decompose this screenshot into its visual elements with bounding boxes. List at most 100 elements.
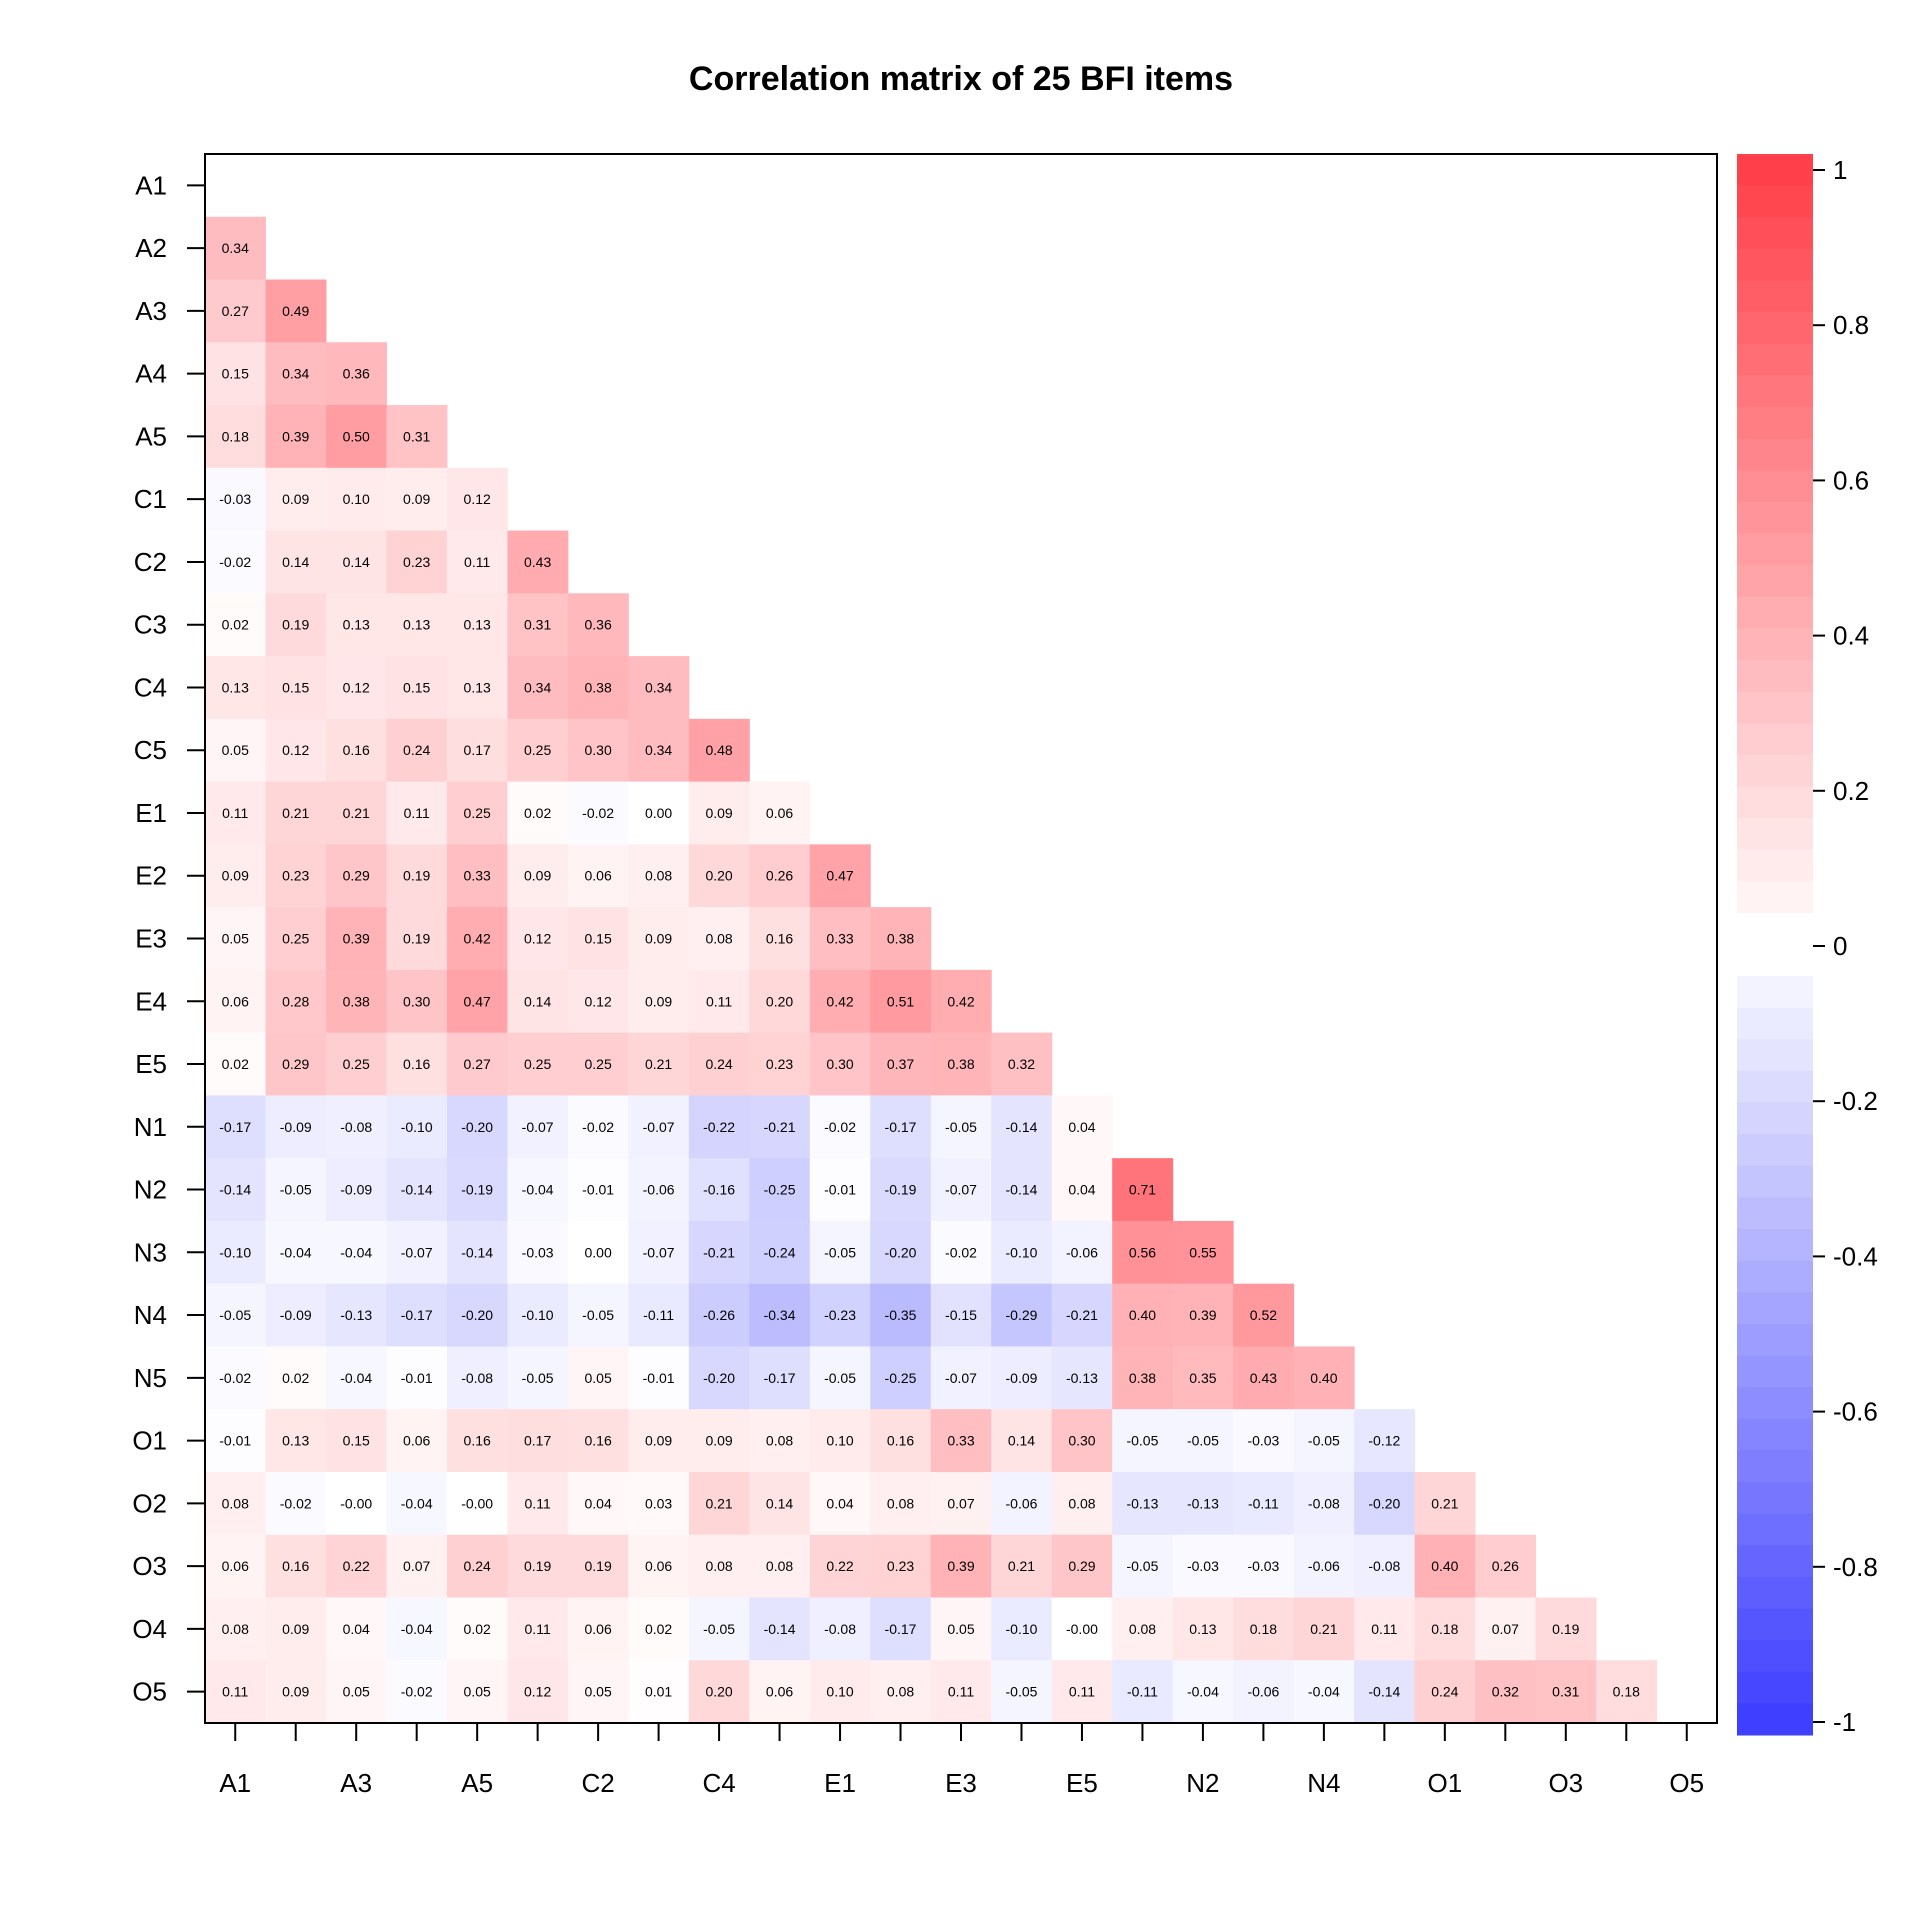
heatmap-cell xyxy=(265,1409,327,1473)
y-tick-label: E5 xyxy=(135,1049,167,1079)
cell-value-label: 0.08 xyxy=(1068,1495,1095,1511)
heatmap-cell xyxy=(749,1471,811,1536)
y-axis: A1 A2 A3 A4 A5 C1 C2 C3 C4 C5 E1 E2 E3 E4 E5 N1 N2 N3 N4 N5… xyxy=(132,170,205,1707)
heatmap-cell xyxy=(386,1220,448,1285)
cell-value-label: 0.55 xyxy=(1189,1244,1216,1260)
heatmap-cell xyxy=(930,1095,992,1159)
x-tick-label: A3 xyxy=(340,1768,372,1798)
heatmap-cell xyxy=(205,781,266,845)
cell-value-label: -0.01 xyxy=(643,1370,675,1386)
heatmap-cell xyxy=(688,1095,750,1159)
cell-value-label: 0.08 xyxy=(1129,1621,1156,1637)
cell-value-label: 0.23 xyxy=(282,868,309,884)
heatmap-cell xyxy=(930,1660,992,1724)
cell-value-label: 0.13 xyxy=(282,1433,309,1449)
heatmap-cell xyxy=(386,1597,448,1661)
colorbar-bin xyxy=(1737,1576,1813,1610)
heatmap-cell xyxy=(265,1158,327,1222)
cell-value-label: 0.20 xyxy=(766,993,793,1009)
cell-value-label: 0.08 xyxy=(222,1621,249,1637)
heatmap-cell xyxy=(265,781,327,845)
cell-value-label: -0.09 xyxy=(280,1307,312,1323)
heatmap-cell xyxy=(930,1346,992,1410)
cell-value-label: 0.31 xyxy=(403,428,430,444)
cell-value-label: 0.11 xyxy=(1069,1684,1095,1700)
cell-value-label: -0.02 xyxy=(219,554,251,570)
heatmap-cell xyxy=(265,1095,327,1159)
cell-value-label: 0.12 xyxy=(282,742,309,758)
heatmap-cell xyxy=(1233,1409,1295,1473)
heatmap-cell xyxy=(325,1220,387,1285)
heatmap-cell xyxy=(205,656,266,720)
heatmap-cell xyxy=(567,1032,629,1096)
heatmap-cell xyxy=(991,1471,1053,1536)
heatmap-cell xyxy=(325,1283,387,1347)
heatmap-cell xyxy=(1293,1660,1355,1724)
heatmap-cell xyxy=(446,1220,508,1285)
heatmap-cell xyxy=(809,1220,871,1285)
heatmap-cell xyxy=(325,969,387,1034)
heatmap-cell xyxy=(628,718,690,783)
heatmap-cell xyxy=(628,656,690,720)
heatmap-cell xyxy=(1172,1534,1234,1598)
cell-value-label: -0.07 xyxy=(945,1182,977,1198)
colorbar-bin xyxy=(1737,312,1813,345)
heatmap-cell xyxy=(205,1346,266,1410)
cell-value-label: 0.14 xyxy=(343,554,370,570)
cell-value-label: -0.02 xyxy=(280,1495,312,1511)
cell-value-label: 0.38 xyxy=(584,679,611,695)
heatmap-cell xyxy=(567,907,629,971)
cell-value-label: -0.06 xyxy=(1066,1244,1098,1260)
heatmap-cell xyxy=(446,1471,508,1536)
colorbar-tick-label: -0.8 xyxy=(1833,1552,1878,1582)
cell-value-label: -0.13 xyxy=(1187,1495,1219,1511)
heatmap-cell xyxy=(1172,1409,1234,1473)
heatmap-cell xyxy=(446,1660,508,1724)
heatmap-cell xyxy=(205,1283,266,1347)
y-tick-label: C4 xyxy=(134,672,167,702)
cell-value-label: 0.35 xyxy=(1189,1370,1216,1386)
cell-value-label: -0.17 xyxy=(764,1370,796,1386)
cell-value-label: 0.09 xyxy=(645,931,672,947)
cell-value-label: -0.20 xyxy=(461,1307,493,1323)
heatmap-cell xyxy=(265,405,327,469)
y-tick-label: A5 xyxy=(135,421,167,451)
colorbar-tick-label: -0.2 xyxy=(1833,1086,1878,1116)
cell-value-label: -0.06 xyxy=(643,1182,675,1198)
cell-value-label: 0.34 xyxy=(222,240,249,256)
cell-value-label: 0.12 xyxy=(464,491,491,507)
heatmap-cell xyxy=(1354,1409,1416,1473)
colorbar-bin xyxy=(1737,280,1813,313)
cell-value-label: -0.04 xyxy=(1308,1684,1340,1700)
heatmap-cell xyxy=(386,530,448,594)
cell-value-label: -0.07 xyxy=(643,1119,675,1135)
colorbar-bin xyxy=(1737,786,1813,819)
cell-value-label: 0.05 xyxy=(343,1684,370,1700)
cell-value-label: -0.03 xyxy=(1247,1558,1279,1574)
heatmap-cell xyxy=(991,1346,1053,1410)
heatmap-cell xyxy=(507,1032,569,1096)
heatmap-cell xyxy=(446,718,508,783)
cell-value-label: -0.25 xyxy=(764,1182,796,1198)
heatmap-cell xyxy=(567,1534,629,1598)
cell-value-label: -0.09 xyxy=(340,1182,372,1198)
x-tick-label: O1 xyxy=(1427,1768,1462,1798)
cell-value-label: -0.06 xyxy=(1006,1495,1038,1511)
cell-value-label: -0.01 xyxy=(824,1182,856,1198)
y-tick-label: O2 xyxy=(132,1488,167,1518)
heatmap-cell xyxy=(205,216,266,281)
colorbar-bin xyxy=(1737,343,1813,376)
heatmap-cell xyxy=(870,1534,932,1598)
cell-value-label: 0.24 xyxy=(464,1558,491,1574)
heatmap-cell xyxy=(507,1660,569,1724)
cell-value-label: 0.16 xyxy=(464,1433,491,1449)
cell-value-label: -0.23 xyxy=(824,1307,856,1323)
x-tick-label: A5 xyxy=(461,1768,493,1798)
heatmap-cell xyxy=(628,969,690,1034)
cell-value-label: 0.11 xyxy=(706,993,732,1009)
heatmap-cell xyxy=(870,1283,932,1347)
cell-value-label: 0.21 xyxy=(645,1056,672,1072)
x-tick-label: E3 xyxy=(945,1768,977,1798)
cell-value-label: -0.26 xyxy=(703,1307,735,1323)
heatmap-cell xyxy=(325,1032,387,1096)
